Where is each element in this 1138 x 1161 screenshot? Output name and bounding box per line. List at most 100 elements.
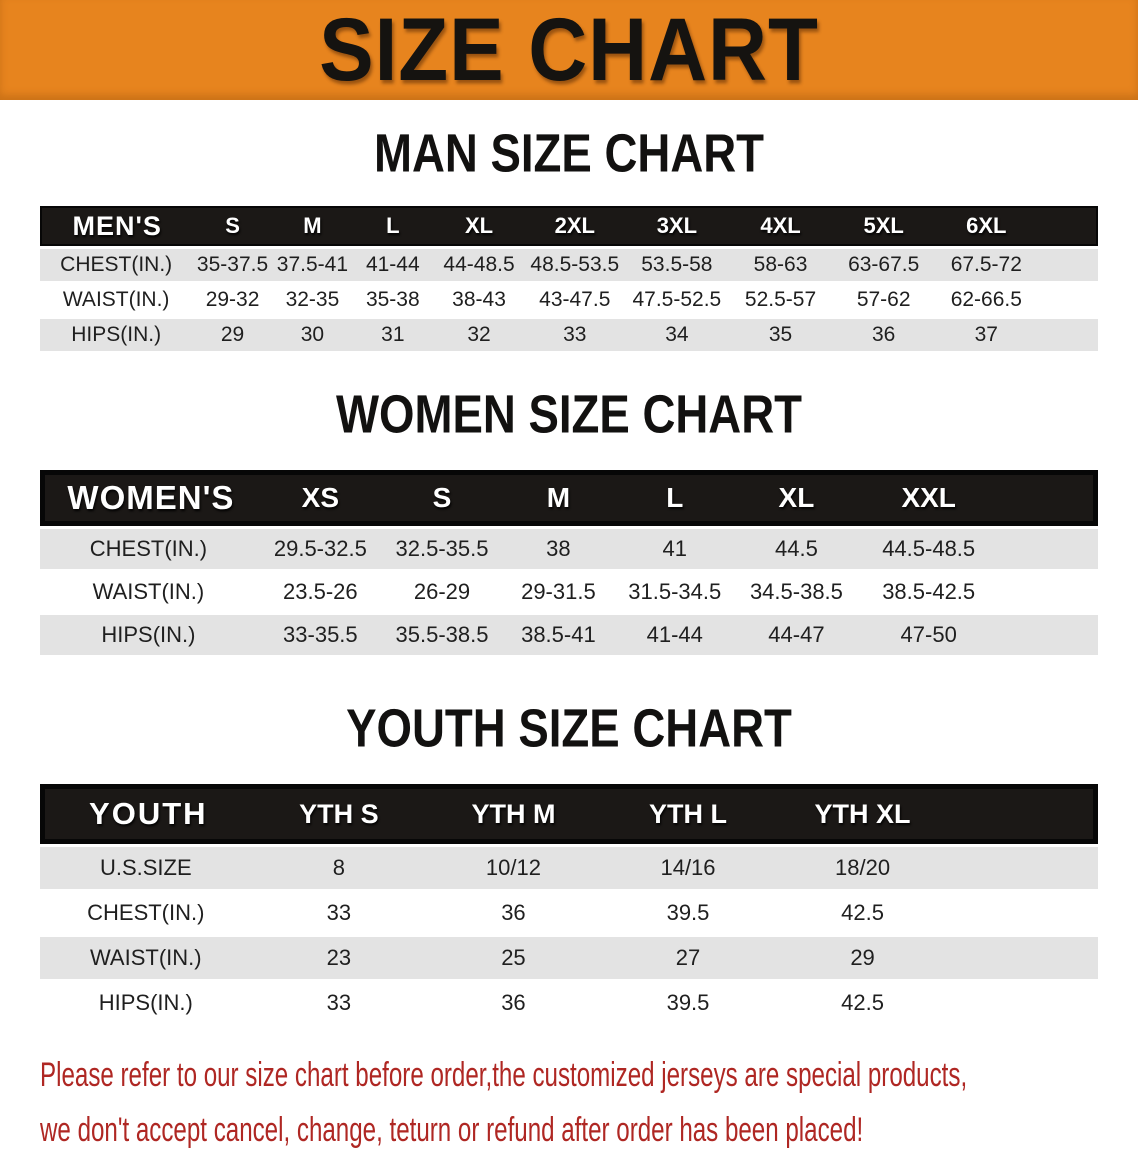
disclaimer-line-1: Please refer to our size chart before or… bbox=[40, 1051, 1138, 1106]
row-filler bbox=[949, 847, 1098, 889]
row-filler bbox=[1037, 319, 1098, 351]
size-value-cell: 31 bbox=[352, 319, 434, 351]
women-size-column-header-0: XS bbox=[256, 470, 384, 526]
men-header-filler bbox=[1037, 206, 1098, 246]
size-value-cell: 34 bbox=[625, 319, 729, 351]
row-filler bbox=[1037, 284, 1098, 316]
men-size-column-header-4: 2XL bbox=[524, 206, 626, 246]
women-measurement-row: WAIST(IN.) 23.5-26 26-29 29-31.5 31.5-34.5 34… bbox=[40, 572, 1098, 612]
men-size-column-header-2: L bbox=[352, 206, 434, 246]
youth-measurement-row: WAIST(IN.) 23 25 27 29 bbox=[40, 937, 1098, 979]
row-filler bbox=[997, 572, 1098, 612]
size-value-cell: 33 bbox=[251, 892, 427, 934]
size-value-cell: 35-38 bbox=[352, 284, 434, 316]
size-value-cell: 29 bbox=[192, 319, 273, 351]
youth-size-column-header-1: YTH M bbox=[426, 784, 601, 844]
measurement-row-label: U.S.SIZE bbox=[40, 847, 252, 889]
men-size-column-header-0: S bbox=[192, 206, 273, 246]
disclaimer: Please refer to our size chart before or… bbox=[0, 1051, 1138, 1161]
women-size-column-header-5: XXL bbox=[859, 470, 998, 526]
size-value-cell: 67.5-72 bbox=[935, 249, 1038, 281]
women-measurement-row: CHEST(IN.) 29.5-32.5 32.5-35.5 38 41 44.5 44.5… bbox=[40, 529, 1098, 569]
women-size-column-header-2: M bbox=[500, 470, 617, 526]
men-size-column-header-8: 6XL bbox=[935, 206, 1038, 246]
size-value-cell: 57-62 bbox=[832, 284, 935, 316]
women-measurement-row: HIPS(IN.) 33-35.5 35.5-38.5 38.5-41 41-44 44-… bbox=[40, 615, 1098, 655]
size-value-cell: 27 bbox=[600, 937, 776, 979]
men-size-column-header-5: 3XL bbox=[625, 206, 729, 246]
men-group-label: MEN'S bbox=[40, 206, 193, 246]
size-value-cell: 38.5-41 bbox=[500, 615, 617, 655]
row-filler bbox=[997, 529, 1098, 569]
size-value-cell: 23 bbox=[251, 937, 427, 979]
size-value-cell: 29-31.5 bbox=[500, 572, 617, 612]
youth-group-label: YOUTH bbox=[40, 784, 252, 844]
size-value-cell: 63-67.5 bbox=[832, 249, 935, 281]
size-value-cell: 47.5-52.5 bbox=[625, 284, 729, 316]
youth-header-row: YOUTH YTH S YTH M YTH L YTH XL bbox=[40, 784, 1098, 844]
size-value-cell: 38.5-42.5 bbox=[859, 572, 998, 612]
size-value-cell: 35.5-38.5 bbox=[383, 615, 501, 655]
disclaimer-text: Please refer to our size chart before or… bbox=[40, 1056, 968, 1094]
size-value-cell: 47-50 bbox=[859, 615, 998, 655]
size-value-cell: 37.5-41 bbox=[272, 249, 353, 281]
size-value-cell: 8 bbox=[251, 847, 427, 889]
youth-section-heading: YOUTH SIZE CHART bbox=[346, 697, 792, 758]
row-filler bbox=[997, 615, 1098, 655]
size-value-cell: 10/12 bbox=[426, 847, 601, 889]
men-header-row: MEN'S S M L XL 2XL 3XL 4XL 5XL 6XL bbox=[40, 206, 1098, 246]
women-header-row: WOMEN'S XS S M L XL XXL bbox=[40, 470, 1098, 526]
women-group-label: WOMEN'S bbox=[40, 470, 257, 526]
women-table: WOMEN'S XS S M L XL XXL CHEST(IN.) 29.5-32.5 32.5… bbox=[40, 467, 1098, 658]
size-value-cell: 34.5-38.5 bbox=[732, 572, 860, 612]
women-section-heading: WOMEN SIZE CHART bbox=[335, 383, 802, 444]
youth-size-table: YOUTH YTH S YTH M YTH L YTH XL U.S.SIZE 8 10/12… bbox=[40, 781, 1098, 1027]
size-value-cell: 39.5 bbox=[600, 892, 776, 934]
measurement-row-label: WAIST(IN.) bbox=[40, 284, 193, 316]
women-size-column-header-3: L bbox=[616, 470, 733, 526]
measurement-row-label: WAIST(IN.) bbox=[40, 937, 252, 979]
size-value-cell: 14/16 bbox=[600, 847, 776, 889]
youth-measurement-row: U.S.SIZE 8 10/12 14/16 18/20 bbox=[40, 847, 1098, 889]
size-value-cell: 30 bbox=[272, 319, 353, 351]
men-size-column-header-3: XL bbox=[433, 206, 525, 246]
row-filler bbox=[949, 937, 1098, 979]
size-value-cell: 53.5-58 bbox=[625, 249, 729, 281]
men-section-heading: MAN SIZE CHART bbox=[373, 122, 765, 183]
size-value-cell: 26-29 bbox=[383, 572, 501, 612]
size-value-cell: 29-32 bbox=[192, 284, 273, 316]
youth-size-column-header-0: YTH S bbox=[251, 784, 427, 844]
size-value-cell: 29 bbox=[775, 937, 950, 979]
size-value-cell: 29.5-32.5 bbox=[256, 529, 384, 569]
size-value-cell: 42.5 bbox=[775, 982, 950, 1024]
size-value-cell: 32.5-35.5 bbox=[383, 529, 501, 569]
size-value-cell: 44-47 bbox=[732, 615, 860, 655]
youth-size-column-header-3: YTH XL bbox=[775, 784, 950, 844]
section-men: MAN SIZE CHART MEN'S S M L XL 2XL 3XL 4XL 5XL 6XL… bbox=[0, 122, 1138, 354]
section-youth: YOUTH SIZE CHART YOUTH YTH S YTH M YTH L YTH… bbox=[0, 697, 1138, 1027]
disclaimer-line-2: we don't accept cancel, change, teturn o… bbox=[40, 1106, 1138, 1161]
size-value-cell: 62-66.5 bbox=[935, 284, 1038, 316]
men-size-column-header-1: M bbox=[272, 206, 353, 246]
size-chart-body: MAN SIZE CHART MEN'S S M L XL 2XL 3XL 4XL 5XL 6XL… bbox=[0, 122, 1138, 1161]
size-value-cell: 44.5 bbox=[732, 529, 860, 569]
size-value-cell: 35-37.5 bbox=[192, 249, 273, 281]
size-value-cell: 31.5-34.5 bbox=[616, 572, 733, 612]
disclaimer-text: we don't accept cancel, change, teturn o… bbox=[40, 1111, 864, 1149]
page-title: SIZE CHART bbox=[319, 0, 819, 100]
row-filler bbox=[949, 892, 1098, 934]
women-header-filler bbox=[997, 470, 1098, 526]
size-value-cell: 38-43 bbox=[433, 284, 525, 316]
size-value-cell: 38 bbox=[500, 529, 617, 569]
size-value-cell: 42.5 bbox=[775, 892, 950, 934]
section-women: WOMEN SIZE CHART WOMEN'S XS S M L XL XXL CHEST(… bbox=[0, 383, 1138, 658]
measurement-row-label: HIPS(IN.) bbox=[40, 319, 193, 351]
size-value-cell: 33 bbox=[524, 319, 626, 351]
size-value-cell: 41 bbox=[616, 529, 733, 569]
size-value-cell: 36 bbox=[426, 892, 601, 934]
size-value-cell: 36 bbox=[832, 319, 935, 351]
size-value-cell: 32-35 bbox=[272, 284, 353, 316]
size-value-cell: 52.5-57 bbox=[728, 284, 833, 316]
men-size-column-header-6: 4XL bbox=[728, 206, 833, 246]
